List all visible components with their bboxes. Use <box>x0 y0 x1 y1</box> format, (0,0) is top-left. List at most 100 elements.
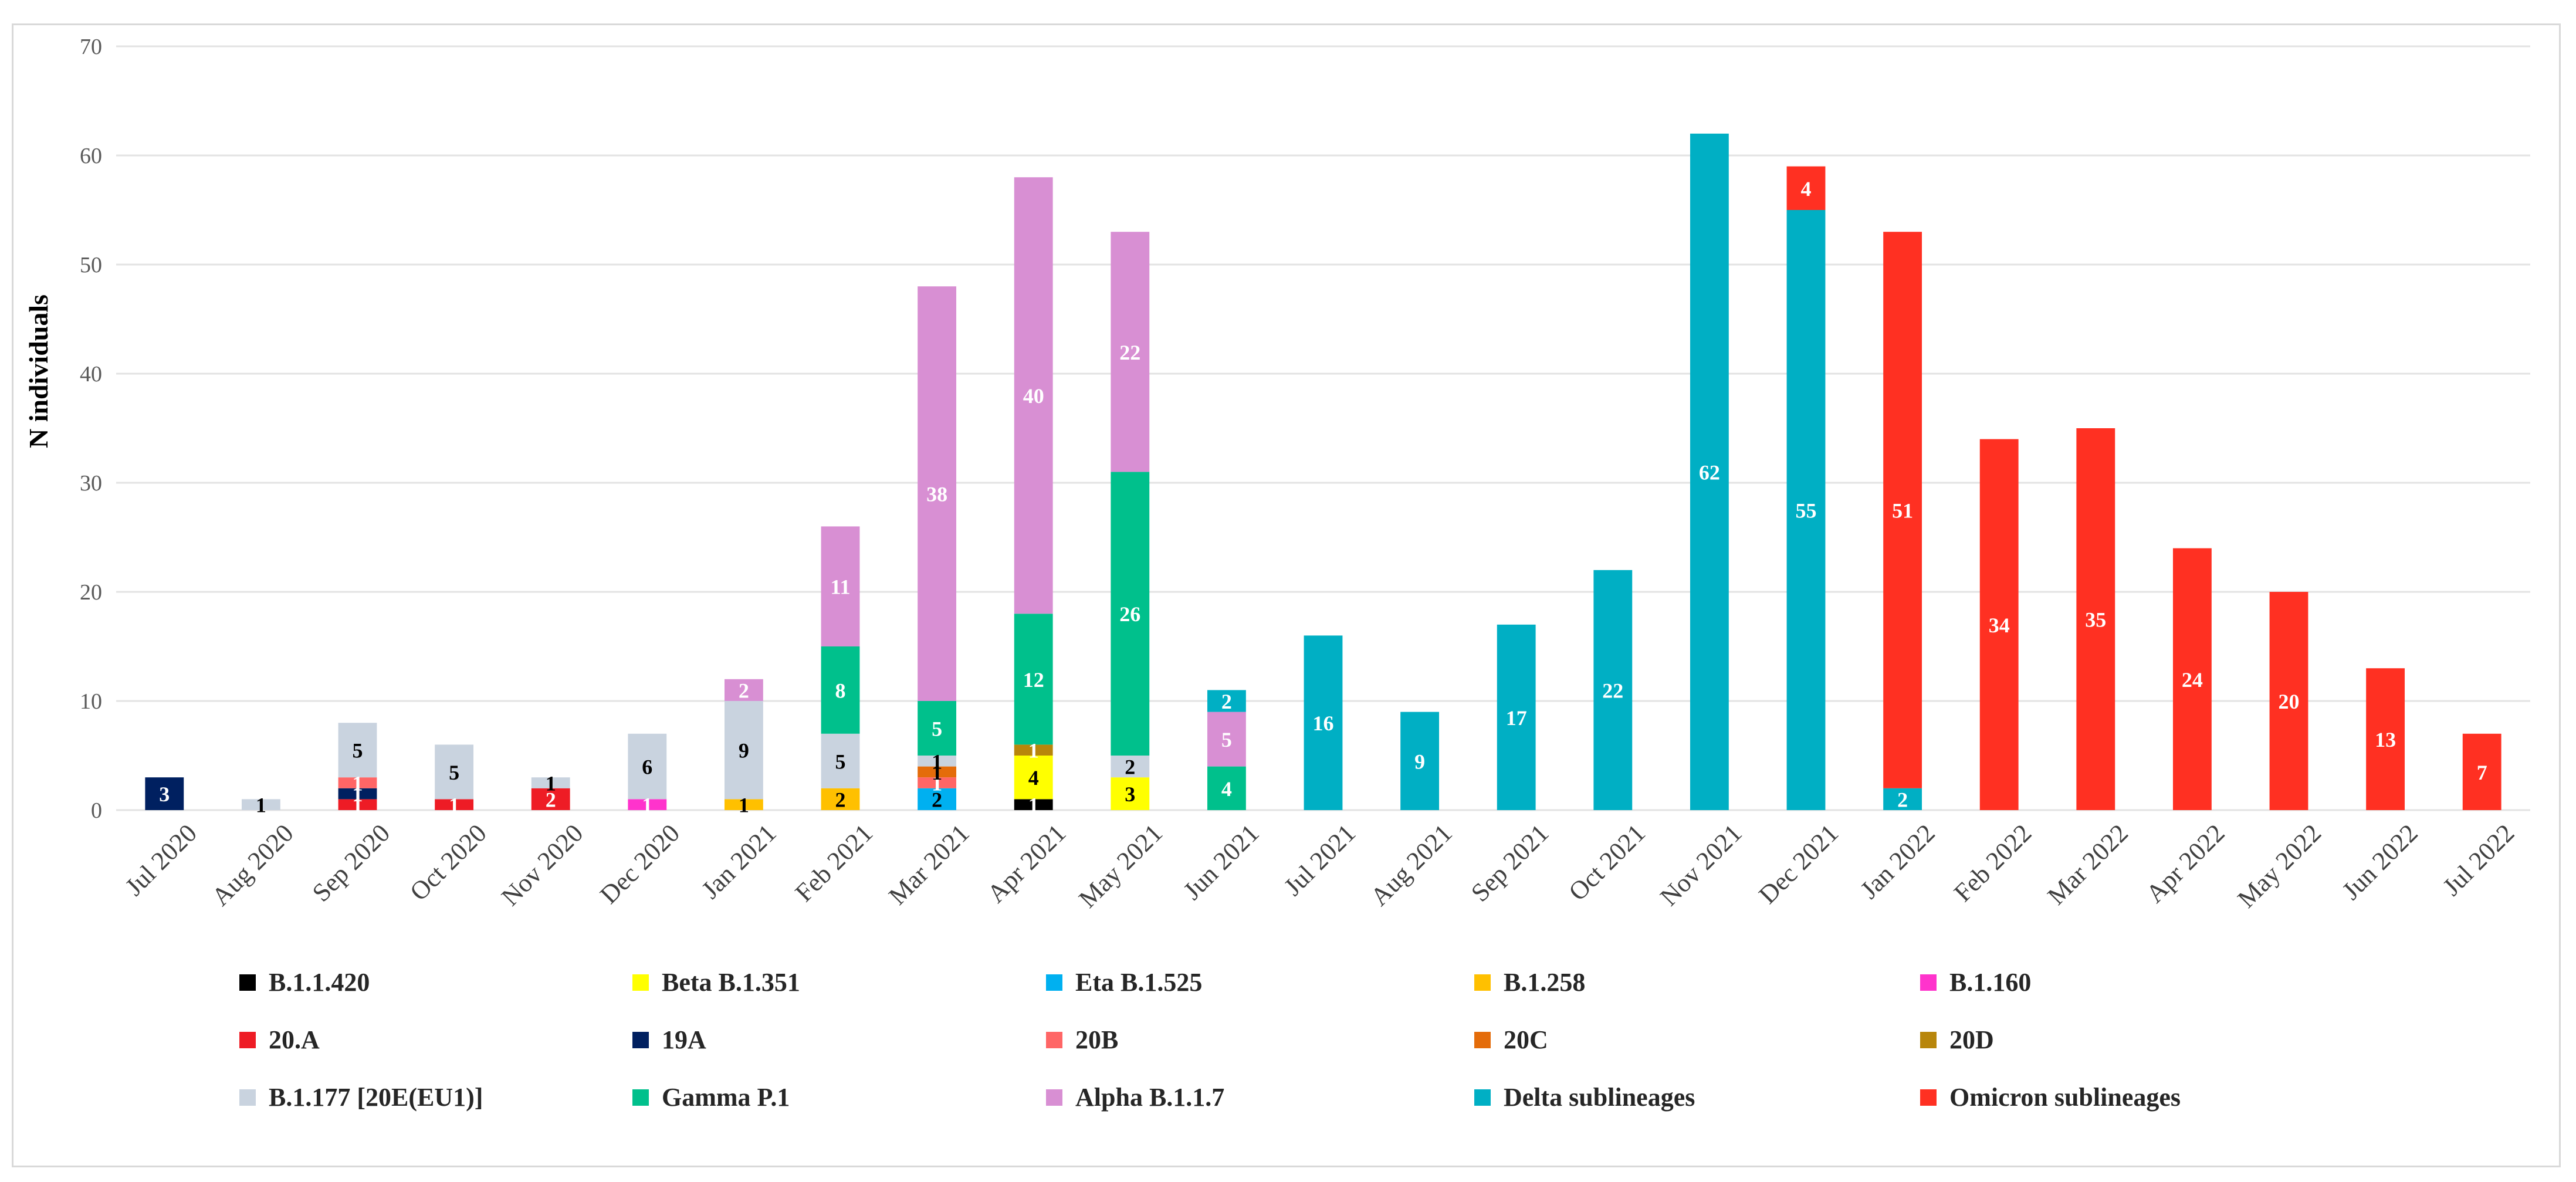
legend-swatch <box>239 974 256 991</box>
x-tick-label: Apr 2022 <box>2141 818 2230 908</box>
data-label: 22 <box>1602 679 1623 702</box>
x-tick-label: May 2021 <box>1073 818 1168 913</box>
data-label: 3 <box>1125 783 1135 806</box>
bar-segment <box>821 733 860 788</box>
bar-segment <box>2366 668 2405 810</box>
chart-frame: 0 10 20 30 40 50 60 70 3 1 1 1 1 5 1 5 2 1 1 6 1 9 2 2 5 8 11 2 1 1 1… <box>12 23 2561 1167</box>
data-label: 26 <box>1119 602 1140 626</box>
data-label: 11 <box>830 575 850 599</box>
bar-segment <box>1014 614 1053 745</box>
data-label: 12 <box>1023 668 1044 692</box>
data-label: 2 <box>1221 690 1232 713</box>
bar-segment <box>821 788 860 810</box>
bar-segment <box>821 646 860 734</box>
data-label: 9 <box>739 739 749 763</box>
x-tick-label: Dec 2021 <box>1753 818 1844 909</box>
bar-segment <box>918 788 957 810</box>
legend-label: 20.A <box>269 1025 320 1054</box>
data-label: 4 <box>1221 777 1232 801</box>
legend-swatch <box>1046 974 1062 991</box>
bar-segment <box>918 766 957 778</box>
legend-label: 20D <box>1949 1025 1994 1054</box>
data-label: 62 <box>1699 460 1720 484</box>
bar-segment <box>338 799 377 810</box>
bar-segment <box>1883 788 1922 810</box>
bar-segment <box>2076 428 2115 810</box>
bar-segment <box>724 701 763 800</box>
legend-swatch <box>1046 1032 1062 1048</box>
data-label: 5 <box>353 739 363 763</box>
bar-segment <box>918 756 957 767</box>
legend-swatch <box>1920 974 1937 991</box>
data-label: 1 <box>932 772 942 795</box>
data-label: 2 <box>739 679 749 702</box>
bar-segment <box>435 744 474 800</box>
y-tick-label: 70 <box>80 35 102 59</box>
bar-segment <box>1111 232 1150 472</box>
y-tick-label: 40 <box>80 362 102 387</box>
legend-label: 19A <box>662 1025 706 1054</box>
bars <box>145 133 2501 810</box>
data-label: 55 <box>1796 499 1817 523</box>
data-label: 1 <box>353 794 363 817</box>
data-label: 5 <box>932 717 942 741</box>
bar-segment <box>1304 635 1343 810</box>
bar-segment <box>1690 133 1729 810</box>
bar-segment <box>724 679 763 701</box>
data-label: 1 <box>1028 794 1039 817</box>
bar-segment <box>821 526 860 646</box>
data-label: 9 <box>1414 750 1425 773</box>
bar-segment <box>724 799 763 810</box>
legend-label: B.1.160 <box>1949 968 2031 997</box>
x-tick-label: Oct 2020 <box>404 818 492 906</box>
bar-segment <box>1014 756 1053 800</box>
gridlines <box>116 45 2530 811</box>
data-label: 24 <box>2182 668 2203 692</box>
bar-segment <box>918 286 957 701</box>
data-label: 20 <box>2279 690 2300 713</box>
legend-swatch <box>632 1032 649 1048</box>
x-tick-label: Nov 2021 <box>1654 818 1747 911</box>
legend-swatch <box>1474 1032 1491 1048</box>
y-tick-label: 0 <box>91 798 102 823</box>
data-label: 3 <box>159 783 170 806</box>
data-label: 16 <box>1313 712 1334 735</box>
y-axis-label: N individuals <box>23 294 53 448</box>
bar-segment <box>1207 766 1246 810</box>
data-label: 40 <box>1023 384 1044 408</box>
x-axis-ticks: Jul 2020 Aug 2020 Sep 2020 Oct 2020 Nov 2020… <box>120 818 2520 913</box>
x-tick-label: Mar 2022 <box>2042 818 2133 910</box>
x-tick-label: Mar 2021 <box>883 818 974 910</box>
data-label: 2 <box>835 788 846 811</box>
legend-label: B.1.1.420 <box>269 968 370 997</box>
bar-segment <box>1014 799 1053 810</box>
x-tick-label: Jan 2021 <box>696 818 781 904</box>
y-tick-label: 30 <box>80 471 102 496</box>
bar-segment <box>918 701 957 756</box>
data-label: 38 <box>926 483 947 506</box>
bar-segment <box>1883 232 1922 788</box>
legend-swatch <box>632 974 649 991</box>
bar-segment <box>531 788 570 810</box>
data-label: 35 <box>2085 608 2106 632</box>
data-label: 1 <box>932 750 942 773</box>
legend-label: B.1.177 [20E(EU1)] <box>269 1083 483 1112</box>
legend: B.1.1.420 Beta B.1.351 Eta B.1.525 B.1.258 B… <box>239 968 2181 1112</box>
bar-segment <box>1497 624 1536 810</box>
x-tick-label: Jan 2022 <box>1855 818 1941 904</box>
bar-segment <box>435 799 474 810</box>
legend-swatch <box>1046 1089 1062 1106</box>
data-label: 8 <box>835 679 846 702</box>
x-tick-label: Jul 2022 <box>2437 818 2520 901</box>
legend-swatch <box>632 1089 649 1106</box>
x-tick-label: Jul 2021 <box>1278 818 1361 901</box>
legend-swatch <box>239 1032 256 1048</box>
y-tick-label: 10 <box>80 689 102 714</box>
legend-swatch <box>1474 974 1491 991</box>
bar-segment <box>241 799 280 810</box>
bar-segment <box>1400 712 1440 810</box>
data-label: 2 <box>546 788 556 811</box>
x-tick-label: Dec 2020 <box>594 818 685 909</box>
bar-segment <box>918 777 957 788</box>
